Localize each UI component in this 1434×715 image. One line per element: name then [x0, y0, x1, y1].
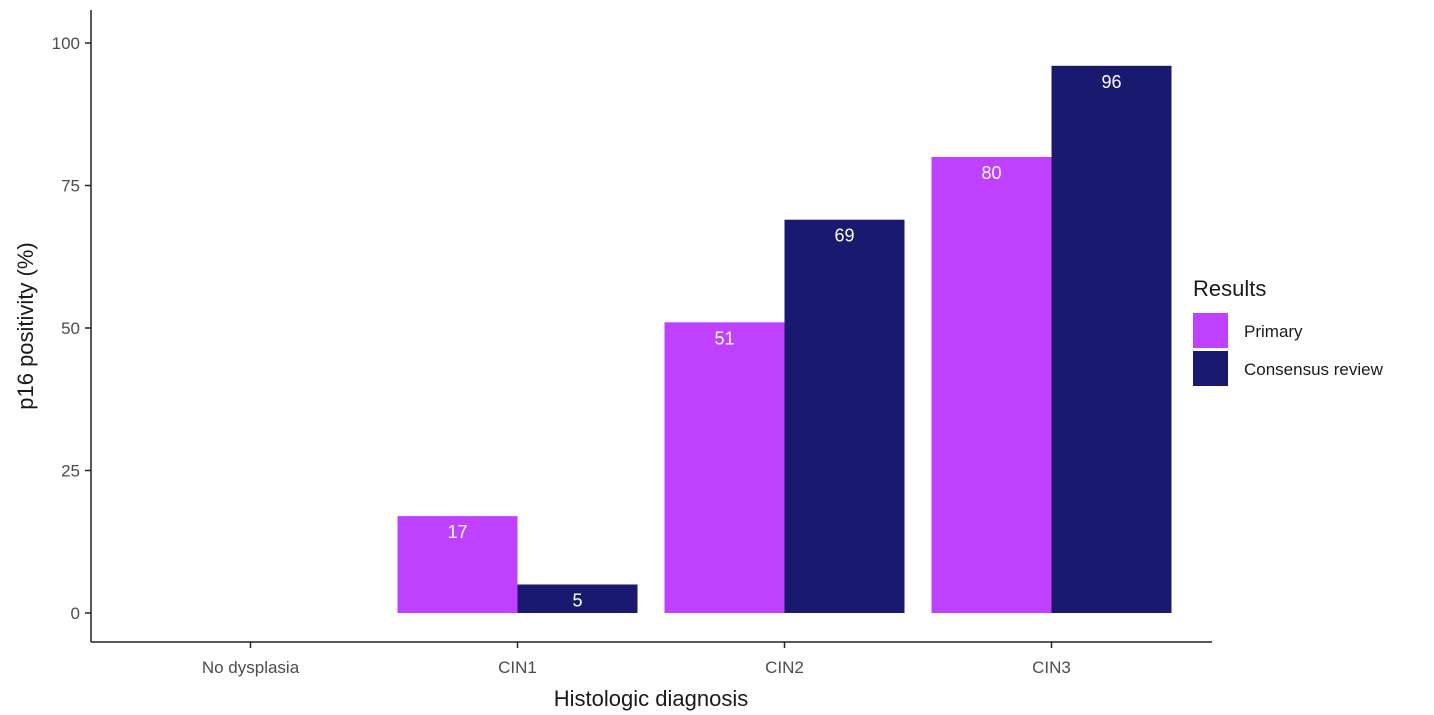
bar-consensus-review-cin1 — [517, 584, 638, 613]
legend-items: Primary Consensus review — [1193, 313, 1384, 386]
data-label: 5 — [572, 591, 582, 611]
bars-layer — [397, 65, 1172, 614]
legend: Results Primary Consensus review — [1193, 276, 1384, 386]
bar-primary-cin2 — [664, 322, 785, 613]
legend-label: Primary — [1244, 322, 1303, 341]
bar-primary-cin1 — [397, 516, 518, 613]
data-label: 80 — [981, 163, 1001, 183]
x-ticks-layer: No dysplasia CIN1 CIN2 CIN3 — [202, 642, 1071, 677]
y-tick-label: 50 — [61, 319, 80, 338]
axes-layer — [90, 10, 1212, 643]
data-label: 96 — [1101, 72, 1121, 92]
y-tick-label: 0 — [71, 604, 80, 623]
y-axis-title: p16 positivity (%) — [13, 242, 38, 410]
data-label: 17 — [447, 522, 467, 542]
bar-consensus-review-cin2 — [784, 219, 905, 613]
y-ticks-layer: 0 25 50 75 100 — [52, 34, 91, 623]
y-tick-label: 100 — [52, 34, 80, 53]
data-label: 69 — [834, 226, 854, 246]
bar-primary-cin3 — [931, 157, 1052, 613]
legend-label: Consensus review — [1244, 360, 1384, 379]
y-tick-label: 75 — [61, 177, 80, 196]
x-tick-label: CIN1 — [498, 658, 537, 677]
bar-consensus-review-cin3 — [1051, 65, 1172, 614]
y-tick-label: 25 — [61, 462, 80, 481]
data-label: 51 — [714, 328, 734, 348]
legend-title: Results — [1193, 276, 1266, 301]
data-labels-layer: 17 51 80 5 69 96 — [447, 72, 1121, 611]
legend-swatch — [1193, 351, 1228, 386]
x-axis-title: Histologic diagnosis — [554, 686, 748, 711]
x-tick-label: No dysplasia — [202, 658, 300, 677]
legend-swatch — [1193, 313, 1228, 348]
x-tick-label: CIN2 — [765, 658, 804, 677]
x-tick-label: CIN3 — [1032, 658, 1071, 677]
